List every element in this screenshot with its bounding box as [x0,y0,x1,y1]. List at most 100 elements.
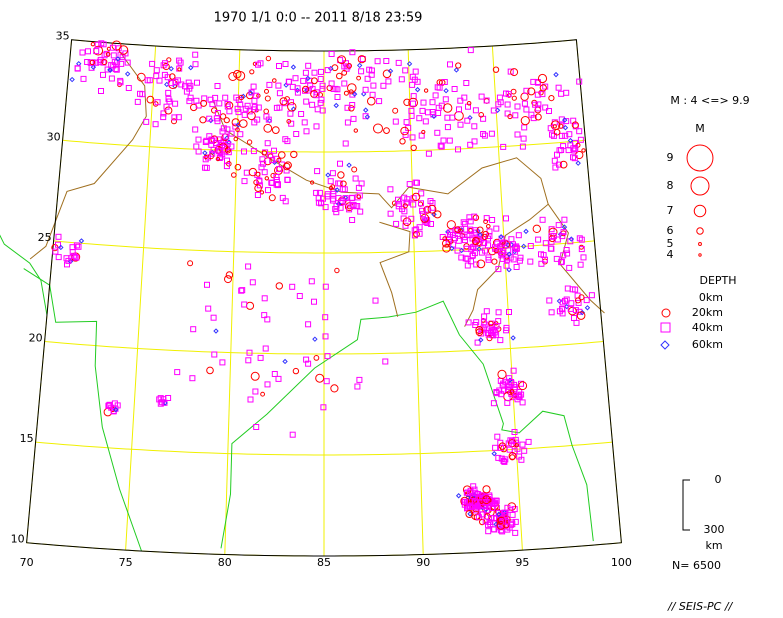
event-circle [446,220,456,230]
event-square [372,297,379,304]
depth-label: 60km [692,338,723,351]
event-diamond [562,124,569,131]
event-circle [373,123,383,134]
event-circle [454,226,461,233]
event-square [249,279,256,286]
event-square [568,300,575,307]
event-square [451,86,458,92]
event-circle [575,297,581,304]
event-square [500,458,507,464]
event-square [243,169,250,176]
event-square [307,82,314,89]
event-square [350,115,357,122]
event-circle [264,88,269,94]
coastline [220,300,594,549]
event-circle [413,230,420,238]
event-square [474,339,481,346]
event-circle [486,224,491,229]
event-square [470,483,477,490]
event-square [385,78,392,85]
magnitude-title: M [695,122,705,135]
event-square [214,110,221,116]
event-square [253,424,260,430]
event-circle [263,108,270,115]
event-square [65,257,72,264]
event-circle [315,373,325,383]
event-square [98,88,104,94]
event-square [85,48,91,55]
event-diamond [553,71,559,78]
event-diamond [478,337,484,343]
event-square [424,206,431,213]
event-square [387,186,394,193]
event-square [187,94,194,101]
event-square [275,375,282,382]
event-circle [491,258,498,265]
event-square [408,112,415,119]
event-square [241,148,247,155]
event-circle [476,259,486,269]
event-square [416,115,423,122]
event-square [193,97,200,104]
event-diamond [567,137,574,144]
event-square [450,231,456,238]
event-square [226,108,233,115]
event-square [296,293,303,299]
event-square [364,75,371,82]
event-diamond [282,358,288,365]
event-diamond [406,61,413,67]
event-circle [497,516,506,524]
event-square [510,367,517,374]
event-square [185,79,192,86]
event-square [352,175,359,182]
event-diamond [584,305,591,311]
title: 1970 1/1 0:0 -- 2011 8/18 23:59 [214,11,423,26]
event-circle [313,355,320,361]
event-circle [136,72,146,82]
lon-label: 70 [20,556,34,569]
event-square [467,218,474,225]
event-circle [231,172,237,178]
event-diamond [305,75,311,82]
event-square [418,200,424,207]
event-square [354,203,361,209]
event-circle [527,87,536,96]
event-square [348,195,355,202]
event-diamond [521,243,527,250]
event-square [406,181,413,188]
event-square [495,266,502,273]
event-square [245,357,252,364]
event-square [209,101,216,108]
event-diamond [124,71,131,77]
event-square [549,131,555,138]
event-circle [402,203,408,209]
event-square [401,208,408,215]
event-square [55,254,62,261]
event-square [478,93,485,100]
event-circle [282,162,291,171]
event-square [471,138,478,145]
event-square [209,150,216,157]
event-square [577,261,584,268]
event-diamond [414,86,421,93]
event-square [74,65,81,72]
event-diamond [335,201,342,207]
scale-bottom: 300 [704,523,725,536]
event-square [419,207,426,214]
event-square [341,186,348,193]
event-circle [261,150,267,156]
event-square [393,220,400,227]
event-square [525,438,532,445]
magnitude-symbol [686,144,714,172]
event-square [503,324,510,331]
event-square [395,59,402,66]
event-square [55,241,61,248]
event-diamond [69,76,75,83]
event-circle [482,485,491,494]
event-square [248,89,255,96]
event-circle [466,101,472,106]
event-diamond [115,56,121,62]
event-circle [238,94,245,101]
event-square [494,433,501,440]
event-circle [247,111,256,121]
